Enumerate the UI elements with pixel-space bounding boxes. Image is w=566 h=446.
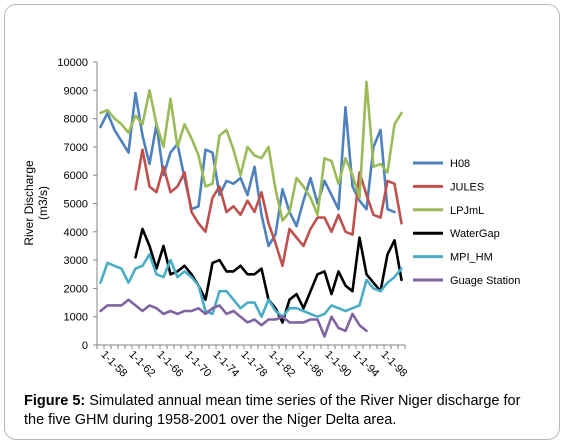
x-tick-label: 1-1-66 (154, 349, 185, 380)
y-tick-label: 3000 (64, 255, 88, 267)
x-tick-label: 1-1-78 (238, 349, 269, 380)
x-tick-label: 1-1-58 (98, 349, 129, 380)
x-tick-label: 1-1-90 (322, 349, 353, 380)
legend-label-lpjml: LPJmL (450, 205, 484, 217)
y-axis-title: River Discharge (22, 160, 36, 246)
x-tick-label: 1-1-86 (294, 349, 325, 380)
y-tick-label: 4000 (64, 227, 88, 239)
x-tick-label: 1-1-98 (378, 349, 409, 380)
series-line-mpi-hm (99, 253, 403, 318)
caption-text: Simulated annual mean time series of the… (24, 393, 521, 428)
series-line-h08 (99, 91, 396, 248)
figure-frame (4, 4, 560, 440)
x-tick-label: 1-1-94 (350, 349, 381, 380)
x-tick-label: 1-1-82 (266, 349, 297, 380)
y-tick-label: 0 (82, 340, 88, 352)
series-line-lpjml (99, 80, 403, 222)
legend-label-mpi-hm: MPI_HM (450, 252, 493, 264)
plot-area: 0 1000 2000 3000 4000 5000 6000 7000 8000 9000 100… (57, 57, 409, 380)
y-tick-label: 8000 (64, 114, 88, 126)
caption-label: Figure 5: (24, 393, 86, 409)
series-line-guage-station (99, 298, 368, 338)
legend-label-h08: H08 (450, 158, 470, 170)
y-tick-label: 5000 (64, 199, 88, 211)
y-tick-label: 9000 (64, 85, 88, 97)
y-tick-label: 7000 (64, 142, 88, 154)
x-tick-label: 1-1-62 (126, 349, 157, 380)
legend-label-guage-station: Guage Station (450, 275, 520, 287)
y-tick-label: 1000 (64, 312, 88, 324)
legend-label-jules: JULES (450, 181, 484, 193)
x-tick-label: 1-1-74 (210, 349, 241, 380)
y-tick-label: 2000 (64, 283, 88, 295)
y-tick-label: 10000 (57, 57, 88, 69)
figure-caption: Figure 5: Simulated annual mean time ser… (24, 392, 544, 430)
legend: H08 JULES LPJmL WaterGap MPI_HM Guage Station (413, 158, 520, 287)
y-axis-unit: (m3/s) (36, 186, 50, 220)
legend-label-watergap: WaterGap (450, 228, 500, 240)
line-chart: 0 1000 2000 3000 4000 5000 6000 7000 8000 9000 100… (22, 57, 520, 380)
y-tick-label: 6000 (64, 170, 88, 182)
x-tick-label: 1-1-70 (182, 349, 213, 380)
